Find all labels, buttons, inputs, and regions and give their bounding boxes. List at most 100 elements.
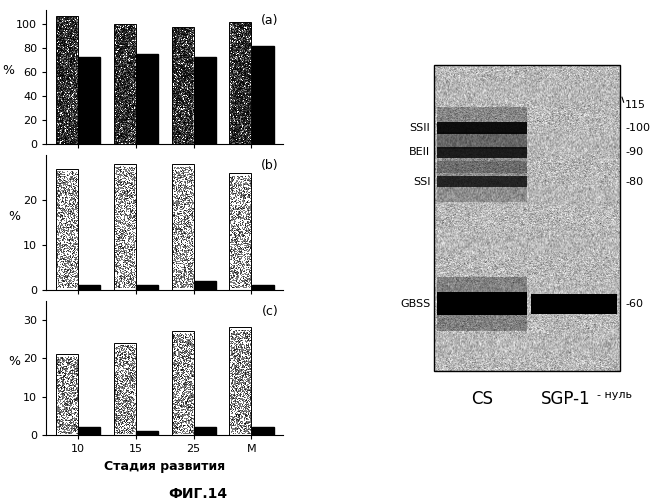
Point (229, 20, 239, 28)
Point (121, 428, 131, 436)
Point (231, 222, 242, 230)
Point (68, 88, 78, 96)
Point (182, 274, 192, 282)
Point (65, 218, 75, 226)
Point (115, 122, 125, 130)
Point (71, 56, 81, 64)
Point (169, 32, 179, 40)
Point (237, 48, 248, 56)
Point (64, 255, 74, 263)
Point (234, 106, 244, 114)
Point (71, 423, 82, 431)
Point (184, 66, 194, 74)
Point (115, 62, 125, 70)
Point (180, 28, 190, 36)
Point (123, 350, 133, 358)
Point (171, 84, 182, 92)
Point (226, 63, 237, 71)
Point (65, 54, 76, 62)
Point (69, 78, 80, 86)
Point (114, 222, 125, 230)
Point (179, 264, 190, 272)
Point (53, 74, 64, 82)
Point (237, 58, 247, 66)
Point (70, 89, 80, 97)
Point (121, 400, 131, 407)
Point (188, 372, 198, 380)
Point (117, 42, 127, 50)
Point (243, 87, 253, 95)
Point (231, 35, 242, 43)
Point (173, 394, 183, 402)
Point (122, 66, 132, 74)
Point (233, 372, 244, 380)
Point (129, 266, 139, 274)
Point (236, 124, 246, 132)
Point (229, 86, 239, 94)
Point (177, 78, 187, 86)
Point (121, 187, 132, 195)
Point (112, 428, 123, 436)
Point (120, 210, 130, 218)
Point (173, 345, 184, 353)
Point (129, 30, 140, 38)
Point (235, 428, 246, 436)
Point (178, 116, 188, 124)
Point (127, 182, 137, 190)
Point (72, 266, 82, 274)
Point (243, 240, 254, 248)
Point (51, 206, 62, 214)
Point (241, 51, 251, 59)
Point (56, 98, 67, 106)
Point (109, 55, 120, 63)
Point (56, 120, 67, 128)
Point (239, 70, 249, 78)
Point (124, 43, 134, 51)
Point (67, 136, 78, 144)
Point (59, 120, 69, 128)
Point (184, 66, 194, 74)
Point (227, 30, 238, 38)
Point (187, 40, 198, 48)
Point (121, 106, 131, 114)
Point (53, 126, 63, 134)
Point (113, 122, 123, 130)
Point (182, 90, 192, 98)
Point (59, 98, 69, 106)
Point (124, 100, 134, 108)
Point (53, 108, 64, 116)
Point (245, 104, 256, 112)
Point (121, 78, 131, 86)
Point (127, 380, 138, 388)
Point (55, 136, 65, 144)
Point (127, 414, 137, 422)
Point (54, 32, 65, 40)
Point (168, 125, 179, 133)
Point (237, 96, 247, 104)
Point (109, 98, 120, 106)
Point (55, 136, 66, 144)
Point (127, 118, 138, 126)
Point (110, 118, 121, 126)
Point (172, 88, 183, 96)
Point (111, 104, 121, 112)
Point (180, 256, 190, 264)
Point (117, 98, 127, 106)
Point (173, 88, 184, 96)
Point (129, 68, 140, 76)
Point (169, 392, 179, 400)
Point (226, 188, 237, 196)
Point (188, 56, 198, 64)
Point (64, 255, 74, 263)
Point (125, 383, 136, 391)
Point (117, 82, 127, 90)
Point (64, 84, 74, 92)
Point (178, 139, 188, 147)
Point (174, 278, 185, 285)
Point (187, 370, 198, 378)
Point (64, 82, 74, 90)
Point (125, 114, 135, 122)
Point (58, 118, 69, 126)
Point (167, 112, 177, 120)
Point (116, 54, 127, 62)
